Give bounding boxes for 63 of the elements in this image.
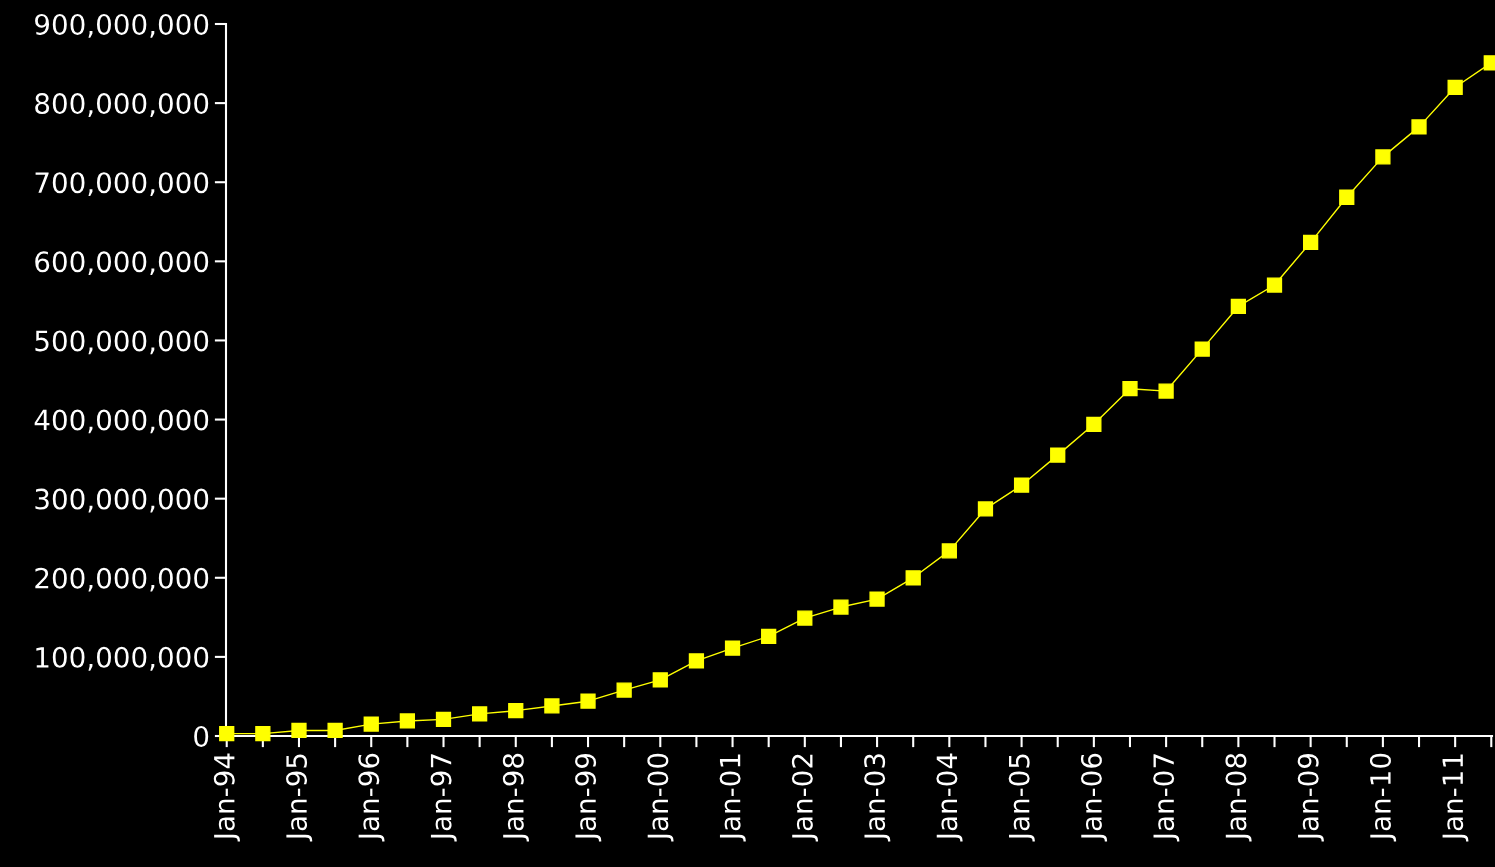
x-tick-label: Jan-98 (502, 753, 529, 842)
y-tick-label: 600,000,000 (35, 251, 209, 276)
x-tick-label: Jan-00 (647, 753, 674, 842)
x-tick-label: Jan-08 (1225, 753, 1252, 842)
point (833, 599, 849, 615)
point (327, 722, 343, 739)
y-tick-label: 200,000,000 (35, 567, 209, 592)
point (1050, 447, 1066, 463)
y-tick-label: 400,000,000 (34, 409, 209, 434)
y-tick-label: 0 (194, 725, 209, 747)
point (797, 610, 813, 626)
x-tick-label: Jan-95 (286, 754, 313, 842)
x-tick-label: Jan-03 (864, 754, 891, 842)
point (471, 706, 488, 722)
point (977, 501, 994, 517)
point (616, 682, 632, 698)
point (1266, 277, 1283, 293)
point (1194, 341, 1210, 357)
y-tick-label: 800,000,000 (35, 93, 209, 117)
point (255, 725, 271, 742)
point (869, 591, 885, 607)
x-tick-label: Jan-99 (575, 753, 602, 842)
x-tick-label: Jan-94 (213, 753, 240, 842)
x-tick-label: Jan-07 (1153, 754, 1180, 842)
x-tick-label: Jan-10 (1369, 753, 1397, 842)
point (580, 693, 596, 709)
point (399, 713, 416, 729)
point (941, 543, 957, 559)
point (761, 628, 777, 644)
point (1158, 383, 1174, 399)
x-tick-label: Jan-97 (430, 754, 457, 842)
point (219, 725, 235, 742)
point (1230, 298, 1247, 315)
point (1447, 79, 1463, 95)
point (1013, 477, 1030, 493)
y-tick-label: 300,000,000 (35, 488, 209, 513)
y-tick-label: 700,000,000 (35, 172, 209, 196)
point (1122, 381, 1138, 397)
x-tick-label: Jan-04 (936, 753, 963, 842)
point (652, 672, 668, 688)
point (544, 698, 560, 714)
point (508, 703, 524, 719)
point (1086, 416, 1102, 432)
point (1302, 234, 1319, 250)
x-tick-label: Jan-05 (1008, 754, 1035, 842)
point (1339, 189, 1355, 205)
x-tick-label: Jan-11 (1442, 754, 1469, 842)
x-tick-label: Jan-96 (358, 753, 385, 842)
y-tick-label: 500,000,000 (35, 330, 209, 355)
point (435, 711, 452, 728)
y-tick-label: 100,000,000 (36, 646, 209, 671)
point (724, 640, 741, 656)
point (688, 653, 705, 669)
x-tick-label: Jan-01 (719, 754, 746, 842)
point (363, 716, 379, 732)
point (291, 722, 307, 739)
point (905, 570, 921, 586)
y-tick-label: 900,000,000 (35, 13, 209, 38)
point (1375, 149, 1391, 165)
x-tick-label: Jan-02 (791, 754, 819, 842)
x-tick-label: Jan-09 (1297, 753, 1324, 842)
point (1411, 119, 1427, 135)
x-tick-label: Jan-06 (1080, 753, 1108, 842)
